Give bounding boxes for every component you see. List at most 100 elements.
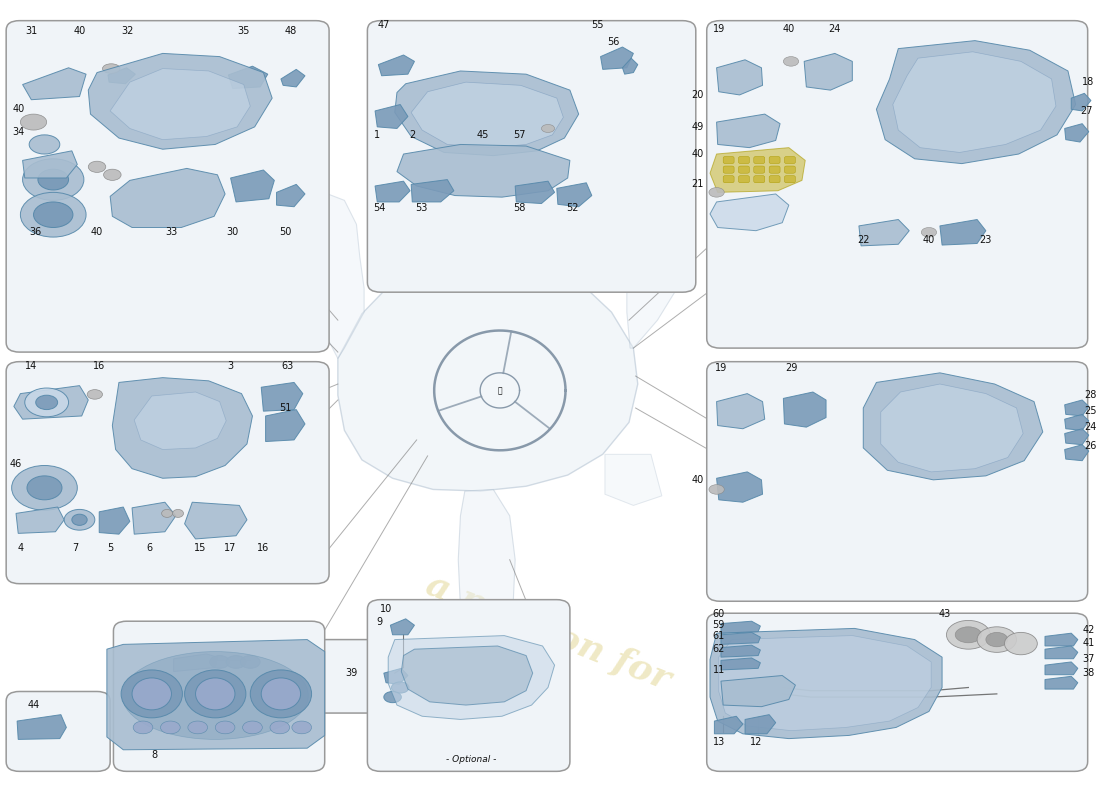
Polygon shape xyxy=(23,151,77,178)
Ellipse shape xyxy=(132,678,172,710)
Polygon shape xyxy=(1065,429,1089,445)
Text: 40: 40 xyxy=(691,149,704,159)
Ellipse shape xyxy=(122,651,308,739)
Ellipse shape xyxy=(251,670,311,718)
Ellipse shape xyxy=(384,691,402,702)
Text: 24: 24 xyxy=(828,25,842,34)
Text: 55: 55 xyxy=(591,20,604,30)
Ellipse shape xyxy=(243,721,262,734)
FancyBboxPatch shape xyxy=(784,166,795,173)
Text: 19: 19 xyxy=(713,25,725,34)
FancyBboxPatch shape xyxy=(706,614,1088,771)
Polygon shape xyxy=(134,392,227,450)
Text: 44: 44 xyxy=(28,700,40,710)
Polygon shape xyxy=(112,378,253,478)
Text: 60: 60 xyxy=(713,609,725,619)
Text: 22: 22 xyxy=(857,235,869,246)
Polygon shape xyxy=(459,490,515,651)
Text: 18: 18 xyxy=(1082,77,1094,87)
Ellipse shape xyxy=(133,721,153,734)
Text: 16: 16 xyxy=(257,542,270,553)
FancyBboxPatch shape xyxy=(367,600,570,771)
Polygon shape xyxy=(1045,633,1078,646)
Text: 35: 35 xyxy=(238,26,250,36)
Text: 63: 63 xyxy=(282,361,294,370)
Text: 48: 48 xyxy=(285,26,297,36)
FancyBboxPatch shape xyxy=(754,157,764,164)
Polygon shape xyxy=(108,68,135,84)
Polygon shape xyxy=(864,373,1043,480)
Text: 36: 36 xyxy=(30,227,42,238)
FancyBboxPatch shape xyxy=(738,175,749,182)
Ellipse shape xyxy=(88,162,106,172)
FancyBboxPatch shape xyxy=(723,175,734,182)
Ellipse shape xyxy=(30,135,59,154)
Polygon shape xyxy=(623,58,638,74)
Ellipse shape xyxy=(185,670,246,718)
Polygon shape xyxy=(265,410,305,442)
Ellipse shape xyxy=(28,476,62,500)
FancyBboxPatch shape xyxy=(784,157,795,164)
Ellipse shape xyxy=(37,170,68,190)
Text: 2: 2 xyxy=(409,130,416,140)
Polygon shape xyxy=(18,714,66,739)
Text: 4: 4 xyxy=(18,542,23,553)
Polygon shape xyxy=(375,181,410,202)
Text: 12: 12 xyxy=(750,737,762,747)
Ellipse shape xyxy=(261,678,300,710)
Text: 61: 61 xyxy=(713,631,725,642)
Text: - Optional -: - Optional - xyxy=(447,755,496,764)
Polygon shape xyxy=(716,472,762,502)
Ellipse shape xyxy=(188,721,208,734)
Polygon shape xyxy=(395,71,579,156)
Ellipse shape xyxy=(64,510,95,530)
FancyBboxPatch shape xyxy=(769,166,780,173)
Polygon shape xyxy=(390,619,415,634)
Text: 25: 25 xyxy=(1085,406,1097,416)
Polygon shape xyxy=(384,668,408,684)
Polygon shape xyxy=(720,632,760,644)
Polygon shape xyxy=(1071,94,1091,111)
Polygon shape xyxy=(1065,400,1089,416)
FancyBboxPatch shape xyxy=(738,157,749,164)
Polygon shape xyxy=(185,502,248,539)
Polygon shape xyxy=(716,60,762,95)
Text: 57: 57 xyxy=(514,130,526,140)
Text: 7: 7 xyxy=(72,542,78,553)
Text: 56: 56 xyxy=(607,38,620,47)
Polygon shape xyxy=(231,170,274,202)
Text: 54: 54 xyxy=(373,203,386,214)
Polygon shape xyxy=(132,502,176,534)
Text: 11: 11 xyxy=(713,665,725,675)
Polygon shape xyxy=(280,70,305,87)
Ellipse shape xyxy=(708,485,724,494)
Ellipse shape xyxy=(33,202,73,227)
FancyBboxPatch shape xyxy=(706,362,1088,602)
Ellipse shape xyxy=(270,721,289,734)
Ellipse shape xyxy=(103,170,121,180)
Polygon shape xyxy=(411,82,563,148)
Text: 26: 26 xyxy=(1085,442,1097,451)
Polygon shape xyxy=(276,184,305,206)
Text: 23: 23 xyxy=(980,235,992,246)
Polygon shape xyxy=(710,194,789,230)
Ellipse shape xyxy=(23,159,84,200)
Polygon shape xyxy=(718,635,931,730)
Polygon shape xyxy=(16,507,64,534)
Ellipse shape xyxy=(216,721,235,734)
Ellipse shape xyxy=(977,627,1016,652)
Ellipse shape xyxy=(161,721,180,734)
Ellipse shape xyxy=(922,227,936,237)
Ellipse shape xyxy=(25,388,68,417)
Polygon shape xyxy=(402,646,532,705)
Text: 40: 40 xyxy=(691,475,704,485)
FancyBboxPatch shape xyxy=(738,166,749,173)
Text: 20: 20 xyxy=(691,90,704,100)
Text: 29: 29 xyxy=(784,363,798,373)
Polygon shape xyxy=(720,658,760,670)
Text: 39: 39 xyxy=(345,668,358,678)
Polygon shape xyxy=(720,622,760,633)
Polygon shape xyxy=(107,639,324,750)
Ellipse shape xyxy=(162,510,173,518)
Polygon shape xyxy=(627,192,685,348)
